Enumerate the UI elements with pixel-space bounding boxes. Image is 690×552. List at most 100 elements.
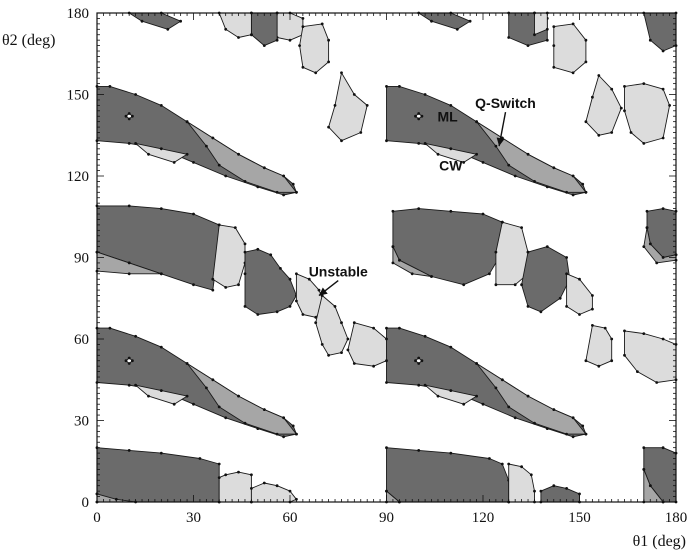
boundary-point xyxy=(127,204,131,208)
boundary-point xyxy=(217,476,221,479)
boundary-point xyxy=(237,283,240,287)
boundary-point xyxy=(526,250,530,254)
boundary-point xyxy=(217,405,221,409)
regions-layer xyxy=(95,11,678,504)
boundary-point xyxy=(578,492,581,496)
x-tick-label: 60 xyxy=(283,510,298,526)
boundary-point xyxy=(552,484,556,488)
boundary-point xyxy=(340,139,343,143)
region-ml-50 xyxy=(643,12,677,52)
boundary-point xyxy=(423,334,427,338)
boundary-point xyxy=(636,370,639,373)
boundary-point xyxy=(224,416,228,420)
boundary-point xyxy=(243,305,247,308)
boundary-point xyxy=(385,381,388,384)
boundary-point xyxy=(250,473,253,477)
boundary-point xyxy=(455,27,459,31)
boundary-point xyxy=(127,261,131,265)
boundary-point xyxy=(610,337,614,341)
boundary-point xyxy=(507,405,511,409)
boundary-point xyxy=(584,359,588,363)
boundary-point xyxy=(661,207,665,211)
boundary-point xyxy=(301,25,305,28)
boundary-point xyxy=(507,36,511,39)
boundary-point xyxy=(295,190,298,194)
boundary-point xyxy=(327,38,330,42)
boundary-point xyxy=(436,152,440,156)
boundary-point xyxy=(661,337,665,341)
boundary-point xyxy=(269,253,273,257)
boundary-point xyxy=(243,272,247,276)
boundary-point xyxy=(661,136,665,140)
boundary-point xyxy=(578,313,581,316)
boundary-point xyxy=(127,272,131,276)
boundary-point xyxy=(520,283,523,287)
boundary-point xyxy=(159,104,163,107)
region-unstable-5 xyxy=(424,142,478,163)
boundary-point xyxy=(571,416,575,420)
region-unstable-14 xyxy=(212,224,246,288)
boundary-point xyxy=(420,114,424,118)
boundary-point xyxy=(372,326,375,330)
x-tick-label: 90 xyxy=(379,510,394,526)
boundary-point xyxy=(597,133,601,137)
region-unstable-41 xyxy=(218,12,252,38)
boundary-point xyxy=(127,112,131,115)
region-unstable-49 xyxy=(624,83,671,144)
boundary-point xyxy=(584,60,588,64)
region-unstable-19 xyxy=(495,221,529,286)
boundary-point xyxy=(282,435,285,439)
boundary-point xyxy=(417,207,421,211)
annotation-ml: ML xyxy=(438,109,459,125)
boundary-point xyxy=(385,489,388,493)
boundary-point xyxy=(211,378,215,382)
boundary-point xyxy=(327,60,330,64)
region-unstable-27 xyxy=(624,330,677,383)
boundary-point xyxy=(159,147,163,151)
boundary-point xyxy=(237,394,240,398)
region-ml-17 xyxy=(392,208,503,286)
boundary-point xyxy=(172,161,176,164)
boundary-point xyxy=(131,359,134,363)
boundary-point xyxy=(352,93,356,96)
boundary-point xyxy=(552,65,556,69)
boundary-point xyxy=(166,27,170,31)
boundary-point xyxy=(301,17,305,20)
boundary-point xyxy=(507,163,511,167)
boundary-point xyxy=(134,383,138,387)
boundary-point xyxy=(185,152,189,156)
x-tick-label: 0 xyxy=(93,510,101,526)
boundary-point xyxy=(462,283,466,287)
boundary-point xyxy=(262,166,266,170)
boundary-point xyxy=(317,288,321,292)
boundary-point xyxy=(417,356,421,360)
boundary-point xyxy=(333,104,337,107)
boundary-point xyxy=(140,19,144,23)
boundary-point xyxy=(565,432,568,436)
y-tick-label: 0 xyxy=(82,495,90,511)
boundary-point xyxy=(533,33,536,37)
boundary-point xyxy=(488,457,491,460)
boundary-point xyxy=(417,142,421,145)
boundary-point xyxy=(127,383,131,387)
boundary-point xyxy=(565,487,568,490)
boundary-point xyxy=(314,71,318,75)
boundary-point xyxy=(645,209,649,213)
boundary-point xyxy=(500,378,504,382)
boundary-point xyxy=(475,120,478,124)
boundary-point xyxy=(449,389,453,392)
region-ml-32 xyxy=(386,447,510,503)
boundary-point xyxy=(591,324,594,327)
boundary-point xyxy=(295,432,298,436)
boundary-point xyxy=(552,25,556,28)
boundary-point xyxy=(279,267,282,270)
x-tick-label: 180 xyxy=(665,510,688,526)
boundary-point xyxy=(327,353,330,357)
boundary-point xyxy=(127,449,131,452)
boundary-point xyxy=(275,310,279,314)
boundary-point xyxy=(591,294,594,297)
boundary-point xyxy=(391,209,395,213)
boundary-point xyxy=(250,33,253,37)
region-unstable-47 xyxy=(553,23,587,74)
boundary-point xyxy=(661,256,665,259)
